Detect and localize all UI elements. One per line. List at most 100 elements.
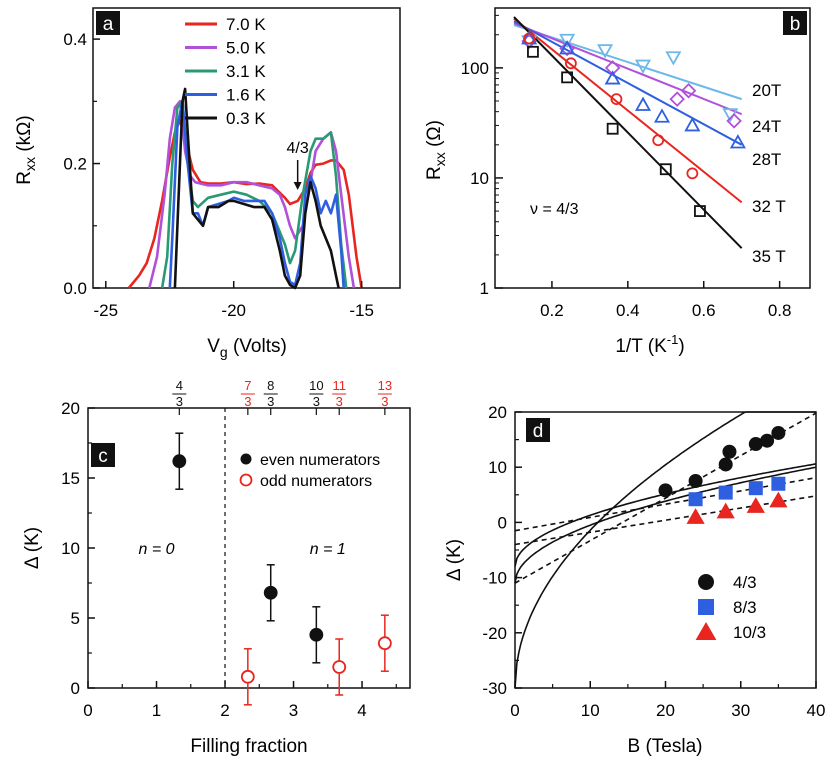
panel-b-point-32-t xyxy=(686,167,699,180)
panel-d-point-4-3 xyxy=(658,483,673,498)
panel-c-legend-label-odd: odd numerators xyxy=(260,473,372,490)
panel-b-series-label-28t: 28T xyxy=(752,150,781,169)
panel-b-annotation: ν = 4/3 xyxy=(530,201,579,218)
panel-c-ylabel: Δ (K) xyxy=(22,527,43,569)
panel-c-point-even-numerators xyxy=(309,627,324,642)
panel-d-legend-marker-10-3 xyxy=(695,622,717,640)
panel-c-legend-marker-even xyxy=(240,453,252,465)
panel-a-label: a xyxy=(103,14,114,35)
panel-b-series-label-20t: 20T xyxy=(752,81,781,100)
panel-b-fit-35-t xyxy=(513,16,743,249)
panel-b-point-35-t xyxy=(561,71,574,84)
panel-d-point-4-3 xyxy=(771,425,786,440)
panel-a-ytick-label: 0.0 xyxy=(63,279,87,298)
panel-c-ytick-label: 10 xyxy=(61,539,80,558)
panel-b-point-20t xyxy=(665,51,682,66)
panel-c-top-fraction-num: 13 xyxy=(378,378,392,393)
panel-d-xtick-label: 20 xyxy=(656,701,675,720)
panel-d-legend-label-4-3: 4/3 xyxy=(733,573,757,592)
panel-d-fit-dashed-2 xyxy=(514,495,817,546)
panel-d-badge xyxy=(526,418,550,442)
panel-a-xlabel: Vg (Volts) xyxy=(207,336,287,360)
panel-d-xtick-label: 30 xyxy=(731,701,750,720)
panel-d-point-4-3 xyxy=(722,444,737,459)
panel-b-series-label-35-t: 35 T xyxy=(752,247,786,266)
panel-b-series-label-32-t: 32 T xyxy=(752,197,786,216)
panel-a-legend-label-7-0-k: 7.0 K xyxy=(226,15,266,34)
panel-c-frame xyxy=(87,407,411,689)
panel-a-series-5-0-k xyxy=(148,100,356,289)
panel-b-fit-28t xyxy=(513,20,743,146)
panel-b-ytick-label: 10 xyxy=(470,169,489,188)
panel-d-point-8-3 xyxy=(688,492,703,507)
panel-b-ytick-label: 1 xyxy=(480,279,489,298)
panel-d-ylabel: Δ (K) xyxy=(444,539,465,581)
panel-c-point-odd-numerators xyxy=(377,636,392,651)
panel-a-xtick-label: -25 xyxy=(94,301,119,320)
panel-c-xtick-label: 1 xyxy=(152,701,161,720)
panel-a-ylabel: Rxx (kΩ) xyxy=(14,115,38,184)
panel-d-fit-solid-1 xyxy=(514,463,817,567)
panel-d-ytick-label: -30 xyxy=(482,679,507,698)
panel-a-ytick-label: 0.2 xyxy=(63,155,87,174)
panel-b-point-24t xyxy=(680,82,697,99)
panel-b-ylabel: Rxx (Ω) xyxy=(424,120,448,180)
panel-b-point-28t xyxy=(604,70,621,85)
panel-a-annotation: 4/3 xyxy=(287,140,309,157)
panel-b-xtick-label: 0.2 xyxy=(540,301,564,320)
panel-a: -25 -20 -15 0.0 0.2 0.4 7.0 K 5.0 K 3.1 K 1.6 K 0… xyxy=(14,7,401,360)
panel-d-frame xyxy=(514,411,817,689)
panel-c-top-fraction-num: 8 xyxy=(267,378,274,393)
panel-a-legend-label-5-0-k: 5.0 K xyxy=(226,39,266,58)
panel-b-xtick-label: 0.4 xyxy=(616,301,640,320)
panel-b-point-20t xyxy=(597,44,614,59)
panel-c-top-fraction-num: 10 xyxy=(309,378,323,393)
panel-c-badge xyxy=(91,443,115,467)
panel-b-point-20t xyxy=(634,59,652,74)
panel-d-point-8-3 xyxy=(771,476,786,491)
panel-b-label: b xyxy=(790,14,801,35)
panel-d-legend-label-10-3: 10/3 xyxy=(733,623,766,642)
panel-d-xtick-label: 10 xyxy=(581,701,600,720)
panel-c-ytick-label: 20 xyxy=(61,399,80,418)
panel-b-point-32-t xyxy=(565,57,577,70)
panel-c-top-fraction-num: 7 xyxy=(244,378,251,393)
panel-c-legend-label-even: even numerators xyxy=(260,452,380,469)
panel-b-point-24t xyxy=(669,91,685,107)
panel-b-point-32-t xyxy=(523,32,536,45)
panel-b-point-28t xyxy=(653,108,671,123)
panel-d-point-10-3 xyxy=(716,502,735,519)
panel-d-ytick-label: -20 xyxy=(482,624,507,643)
panel-c-top-fraction-den: 3 xyxy=(267,394,274,409)
panel-d-point-4-3 xyxy=(760,433,775,448)
panel-c-point-even-numerators xyxy=(263,585,278,600)
panel-b-xtick-label: 0.8 xyxy=(768,301,792,320)
panel-b: 0.2 0.4 0.6 0.8 1 10 100 20T 24T 28T 32 T 35 T ν =… xyxy=(424,7,811,357)
panel-b-point-24t xyxy=(726,113,742,129)
panel-b-ytick-label: 100 xyxy=(461,59,489,78)
panel-d-ytick-label: 0 xyxy=(498,513,507,532)
panel-c-legend-marker-odd xyxy=(239,473,253,487)
panel-c-xlabel: Filling fraction xyxy=(190,736,307,757)
panel-d-legend-label-8-3: 8/3 xyxy=(733,598,757,617)
panel-a-legend-label-1-6-k: 1.6 K xyxy=(226,86,266,105)
panel-b-point-28t xyxy=(559,40,576,55)
panel-a-legend-label-3-1-k: 3.1 K xyxy=(226,62,266,81)
panel-c-ytick-label: 5 xyxy=(71,609,80,628)
panel-c-xtick-label: 0 xyxy=(83,701,92,720)
panel-a-legend-label-0-3-k: 0.3 K xyxy=(226,109,266,128)
panel-d-ytick-label: -10 xyxy=(482,569,507,588)
panel-c-xtick-label: 2 xyxy=(220,701,229,720)
panel-d-point-10-3 xyxy=(769,491,788,508)
panel-c-ytick-label: 0 xyxy=(71,679,80,698)
panel-b-fit-24t xyxy=(513,22,743,116)
panel-a-badge xyxy=(96,11,120,35)
panel-d-point-10-3 xyxy=(746,497,765,513)
panel-c-point-even-numerators xyxy=(172,454,187,469)
panel-d-xlabel: B (Tesla) xyxy=(628,736,703,757)
panel-d-point-8-3 xyxy=(748,481,763,496)
panel-c-top-fraction-den: 3 xyxy=(336,394,343,409)
panel-d-label: d xyxy=(533,421,544,442)
panel-d-point-4-3 xyxy=(688,474,703,488)
